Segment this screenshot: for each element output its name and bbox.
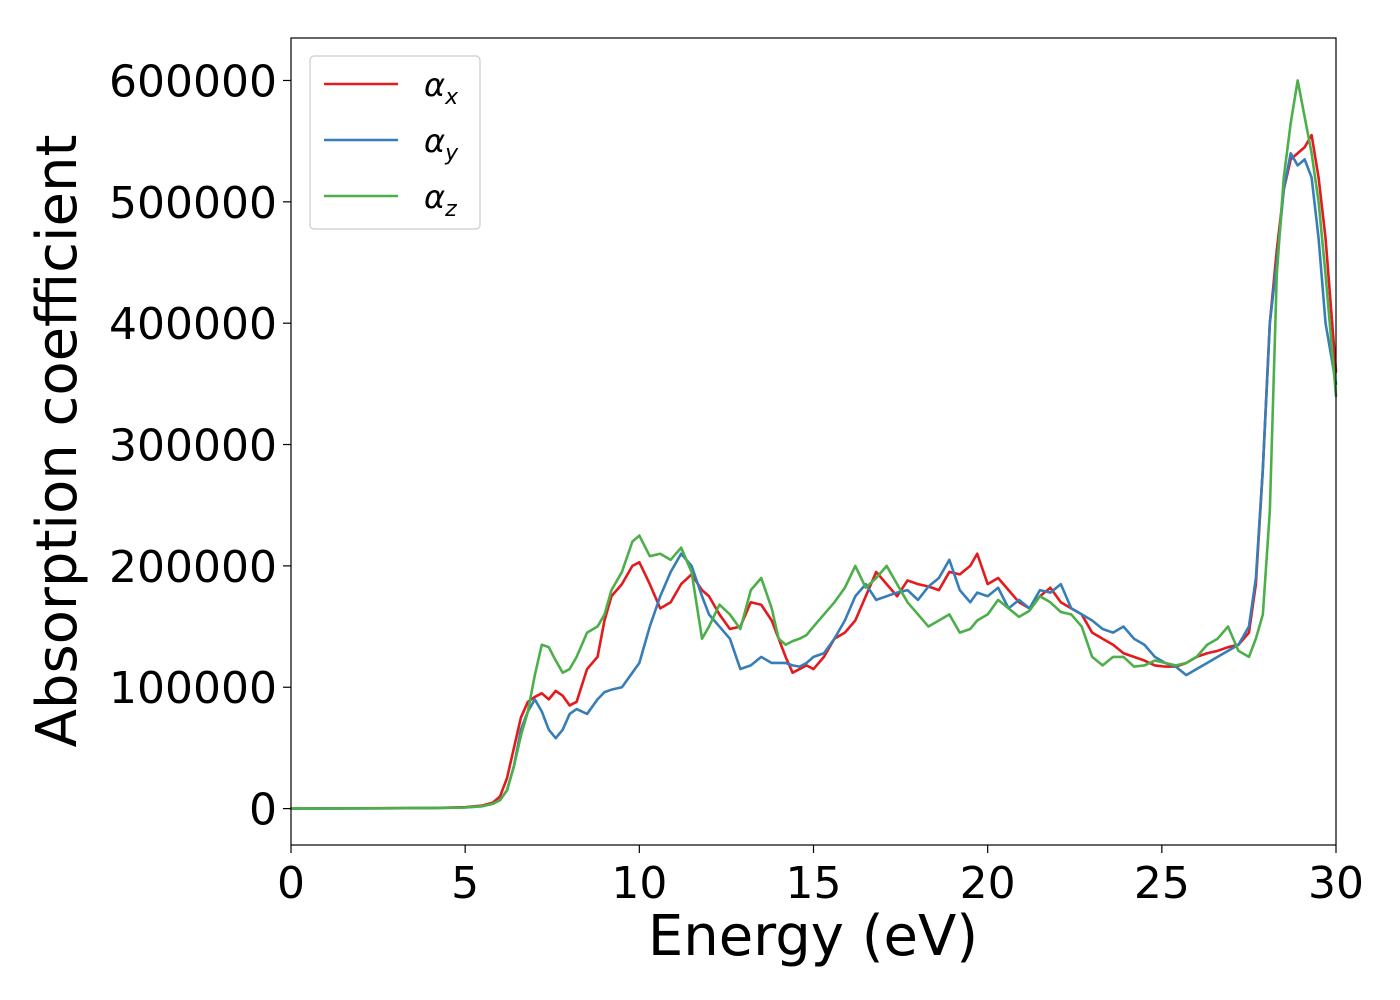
y-tick-label: 0 [249,785,277,836]
y-axis-label: Absorption coefficient [25,135,90,748]
y-tick-label: 200000 [109,542,277,593]
x-axis-ticks: 0 5 10 15 20 25 30 [277,845,1364,909]
x-tick-label: 0 [277,858,305,909]
series-line-x [289,133,1338,810]
y-tick-label: 100000 [109,663,277,714]
x-tick-label: 25 [1134,858,1190,909]
y-tick-label: 500000 [109,178,277,229]
y-tick-label: 400000 [109,299,277,350]
series-line-z [289,79,1338,810]
x-axis-label: Energy (eV) [648,904,978,969]
y-axis-ticks: 0 100000 200000 300000 400000 500000 600000 [109,56,291,836]
legend-frame [309,55,481,230]
legend-label-x: αx [424,66,459,110]
series-line-y [289,151,1338,810]
legend: αx αy αz [309,55,481,230]
y-tick-label: 300000 [109,421,277,472]
legend-label-y: αy [424,122,459,166]
x-tick-label: 30 [1308,858,1364,909]
y-tick-label: 600000 [109,56,277,107]
x-tick-label: 5 [451,858,479,909]
legend-label-z: αz [424,178,457,222]
x-tick-label: 15 [786,858,842,909]
series-layer [289,79,1338,810]
x-tick-label: 10 [611,858,667,909]
x-tick-label: 20 [960,858,1016,909]
